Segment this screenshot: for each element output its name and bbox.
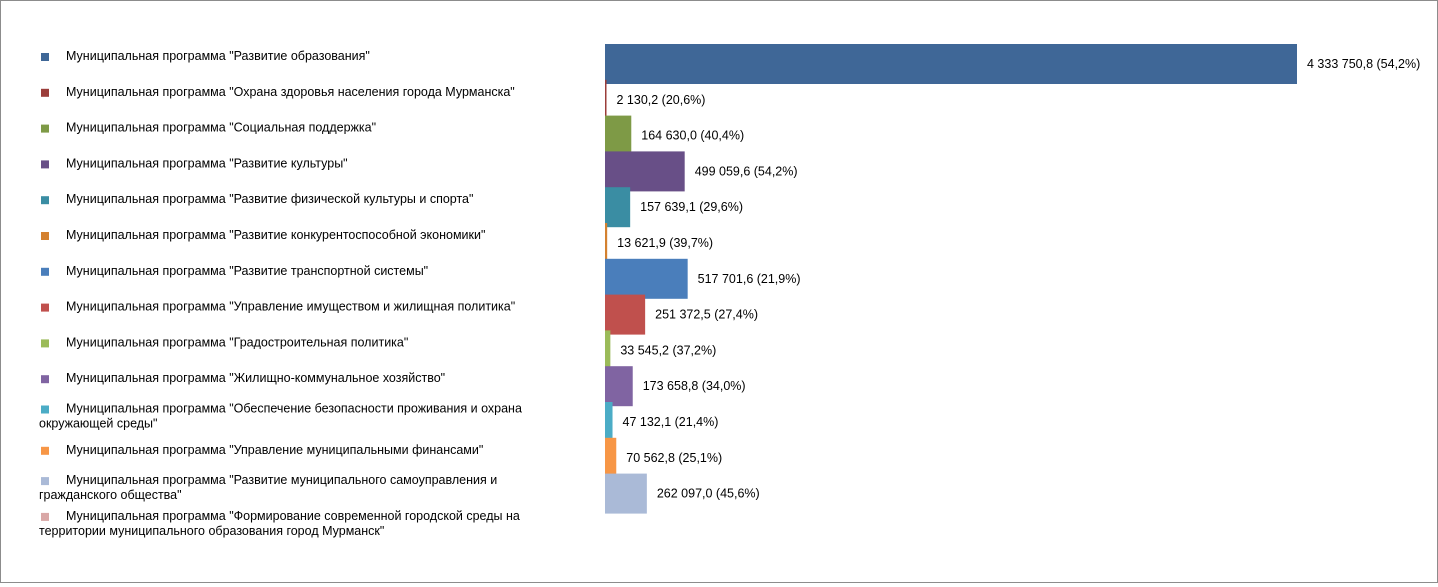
legend-marker-6 <box>41 232 49 240</box>
legend-label-6: Муниципальная программа "Развитие конкур… <box>66 228 485 242</box>
legend-marker-3 <box>41 124 49 133</box>
data-label-5: 157 639,1 (29,6%) <box>640 200 743 214</box>
legend-label-11: Муниципальная программа "Обеспечение без… <box>39 402 522 431</box>
legend-marker-9 <box>41 339 49 348</box>
data-label-2: 2 130,2 (20,6%) <box>617 93 706 107</box>
legend: Муниципальная программа "Развитие образо… <box>39 49 522 538</box>
bar-1 <box>605 44 1297 84</box>
data-label-1: 4 333 750,8 (54,2%) <box>1307 57 1420 71</box>
data-label-10: 173 658,8 (34,0%) <box>643 379 746 393</box>
bar-8 <box>605 294 646 335</box>
data-labels: 4 333 750,8 (54,2%) 2 130,2 (20,6%) 164 63… <box>617 57 1421 501</box>
bars <box>605 44 1297 514</box>
legend-marker-5 <box>41 196 49 205</box>
bar-6 <box>605 223 608 263</box>
legend-label-5: Муниципальная программа "Развитие физиче… <box>66 192 473 206</box>
legend-label-2: Муниципальная программа "Охрана здоровья… <box>66 85 515 99</box>
data-label-3: 164 630,0 (40,4%) <box>641 129 744 143</box>
bar-10 <box>605 366 633 407</box>
legend-marker-12 <box>41 446 49 455</box>
bar-2 <box>605 79 607 120</box>
legend-label-12: Муниципальная программа "Управление муни… <box>66 443 483 457</box>
legend-marker-4 <box>41 160 49 169</box>
legend-marker-8 <box>41 303 49 312</box>
bar-11 <box>605 402 613 442</box>
legend-marker-13 <box>41 477 49 486</box>
legend-marker-1 <box>41 53 49 61</box>
data-label-8: 251 372,5 (27,4%) <box>655 308 758 322</box>
legend-marker-2 <box>41 88 49 97</box>
bar-9 <box>605 330 611 371</box>
legend-label-9: Муниципальная программа "Градостроительн… <box>66 335 408 349</box>
legend-marker-11 <box>41 405 49 414</box>
legend-marker-10 <box>41 375 49 384</box>
legend-marker-14 <box>41 512 49 521</box>
legend-label-14: Муниципальная программа "Формирование со… <box>39 509 520 538</box>
bar-4 <box>605 151 685 192</box>
bar-5 <box>605 187 631 228</box>
data-label-4: 499 059,6 (54,2%) <box>695 164 798 178</box>
legend-label-1: Муниципальная программа "Развитие образо… <box>66 49 370 63</box>
data-label-7: 517 701,6 (21,9%) <box>698 272 801 286</box>
bar-3 <box>605 115 632 156</box>
data-label-9: 33 545,2 (37,2%) <box>620 343 716 357</box>
legend-label-4: Муниципальная программа "Развитие культу… <box>66 156 348 170</box>
legend-label-13: Муниципальная программа "Развитие муници… <box>39 473 497 502</box>
legend-label-8: Муниципальная программа "Управление имущ… <box>66 300 515 314</box>
legend-marker-7 <box>41 267 49 276</box>
bar-7 <box>605 258 688 299</box>
bar-12 <box>605 437 617 478</box>
bar-13 <box>605 473 647 514</box>
legend-label-10: Муниципальная программа "Жилищно-коммуна… <box>66 371 445 385</box>
data-label-6: 13 621,9 (39,7%) <box>617 236 713 250</box>
legend-label-3: Муниципальная программа "Социальная подд… <box>66 121 376 135</box>
data-label-11: 47 132,1 (21,4%) <box>623 415 719 429</box>
legend-label-7: Муниципальная программа "Развитие трансп… <box>66 264 428 278</box>
data-label-13: 262 097,0 (45,6%) <box>657 487 760 501</box>
data-label-12: 70 562,8 (25,1%) <box>626 451 722 465</box>
